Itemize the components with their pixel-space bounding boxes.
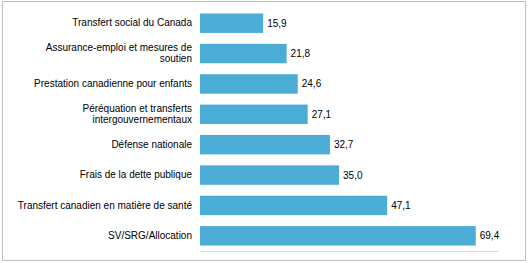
- y-tick: Défense nationale: [111, 139, 200, 150]
- bar: [200, 196, 387, 215]
- category-label-line: intergouvernementaux: [92, 114, 192, 125]
- bar: [200, 226, 476, 245]
- bar: [200, 74, 298, 93]
- bars: [200, 13, 476, 245]
- chart: Transfert social du Canada Assurance-empl…: [0, 0, 528, 263]
- category-label-line: Péréquation et transferts: [82, 103, 192, 114]
- y-tick: Frais de la dette publique: [80, 169, 200, 180]
- category-label: Défense nationale: [111, 139, 192, 150]
- bar: [200, 105, 308, 124]
- data-label: 24,6: [302, 78, 322, 89]
- category-label-line: soutien: [160, 53, 192, 64]
- y-tick: SV/SRG/Allocation: [108, 230, 200, 241]
- category-label: Transfert canadien en matière de santé: [18, 200, 193, 211]
- data-labels: 15,9 21,8 24,6 27,1 32,7 35,0 47,1 69,4: [267, 18, 499, 242]
- y-tick: Transfert canadien en matière de santé: [18, 200, 200, 211]
- y-tick: Péréquation et transfertsintergouverneme…: [82, 103, 200, 125]
- data-label: 69,4: [480, 230, 500, 241]
- data-label: 35,0: [343, 170, 363, 181]
- chart-frame: [3, 2, 526, 261]
- y-tick: Transfert social du Canada: [72, 17, 200, 28]
- data-label: 15,9: [267, 18, 287, 29]
- category-label-line: Assurance-emploi et mesures de: [46, 42, 193, 53]
- data-label: 47,1: [391, 200, 411, 211]
- x-axis-line: [201, 251, 499, 252]
- y-tick: Prestation canadienne pour enfants: [34, 78, 200, 89]
- category-label: Transfert social du Canada: [72, 17, 192, 28]
- data-label: 32,7: [334, 139, 354, 150]
- bar: [200, 135, 330, 154]
- category-label: Frais de la dette publique: [80, 169, 193, 180]
- y-axis: Transfert social du Canada Assurance-empl…: [18, 17, 200, 241]
- bar: [200, 13, 263, 32]
- x-axis: [201, 251, 499, 252]
- category-label: Péréquation et transfertsintergouverneme…: [82, 103, 192, 125]
- data-label: 27,1: [312, 109, 332, 120]
- bar: [200, 44, 287, 63]
- bar: [200, 165, 339, 184]
- y-tick: Assurance-emploi et mesures desoutien: [46, 42, 200, 64]
- data-label: 21,8: [291, 48, 311, 59]
- category-label: Assurance-emploi et mesures desoutien: [46, 42, 193, 64]
- category-label: SV/SRG/Allocation: [108, 230, 192, 241]
- category-label: Prestation canadienne pour enfants: [34, 78, 192, 89]
